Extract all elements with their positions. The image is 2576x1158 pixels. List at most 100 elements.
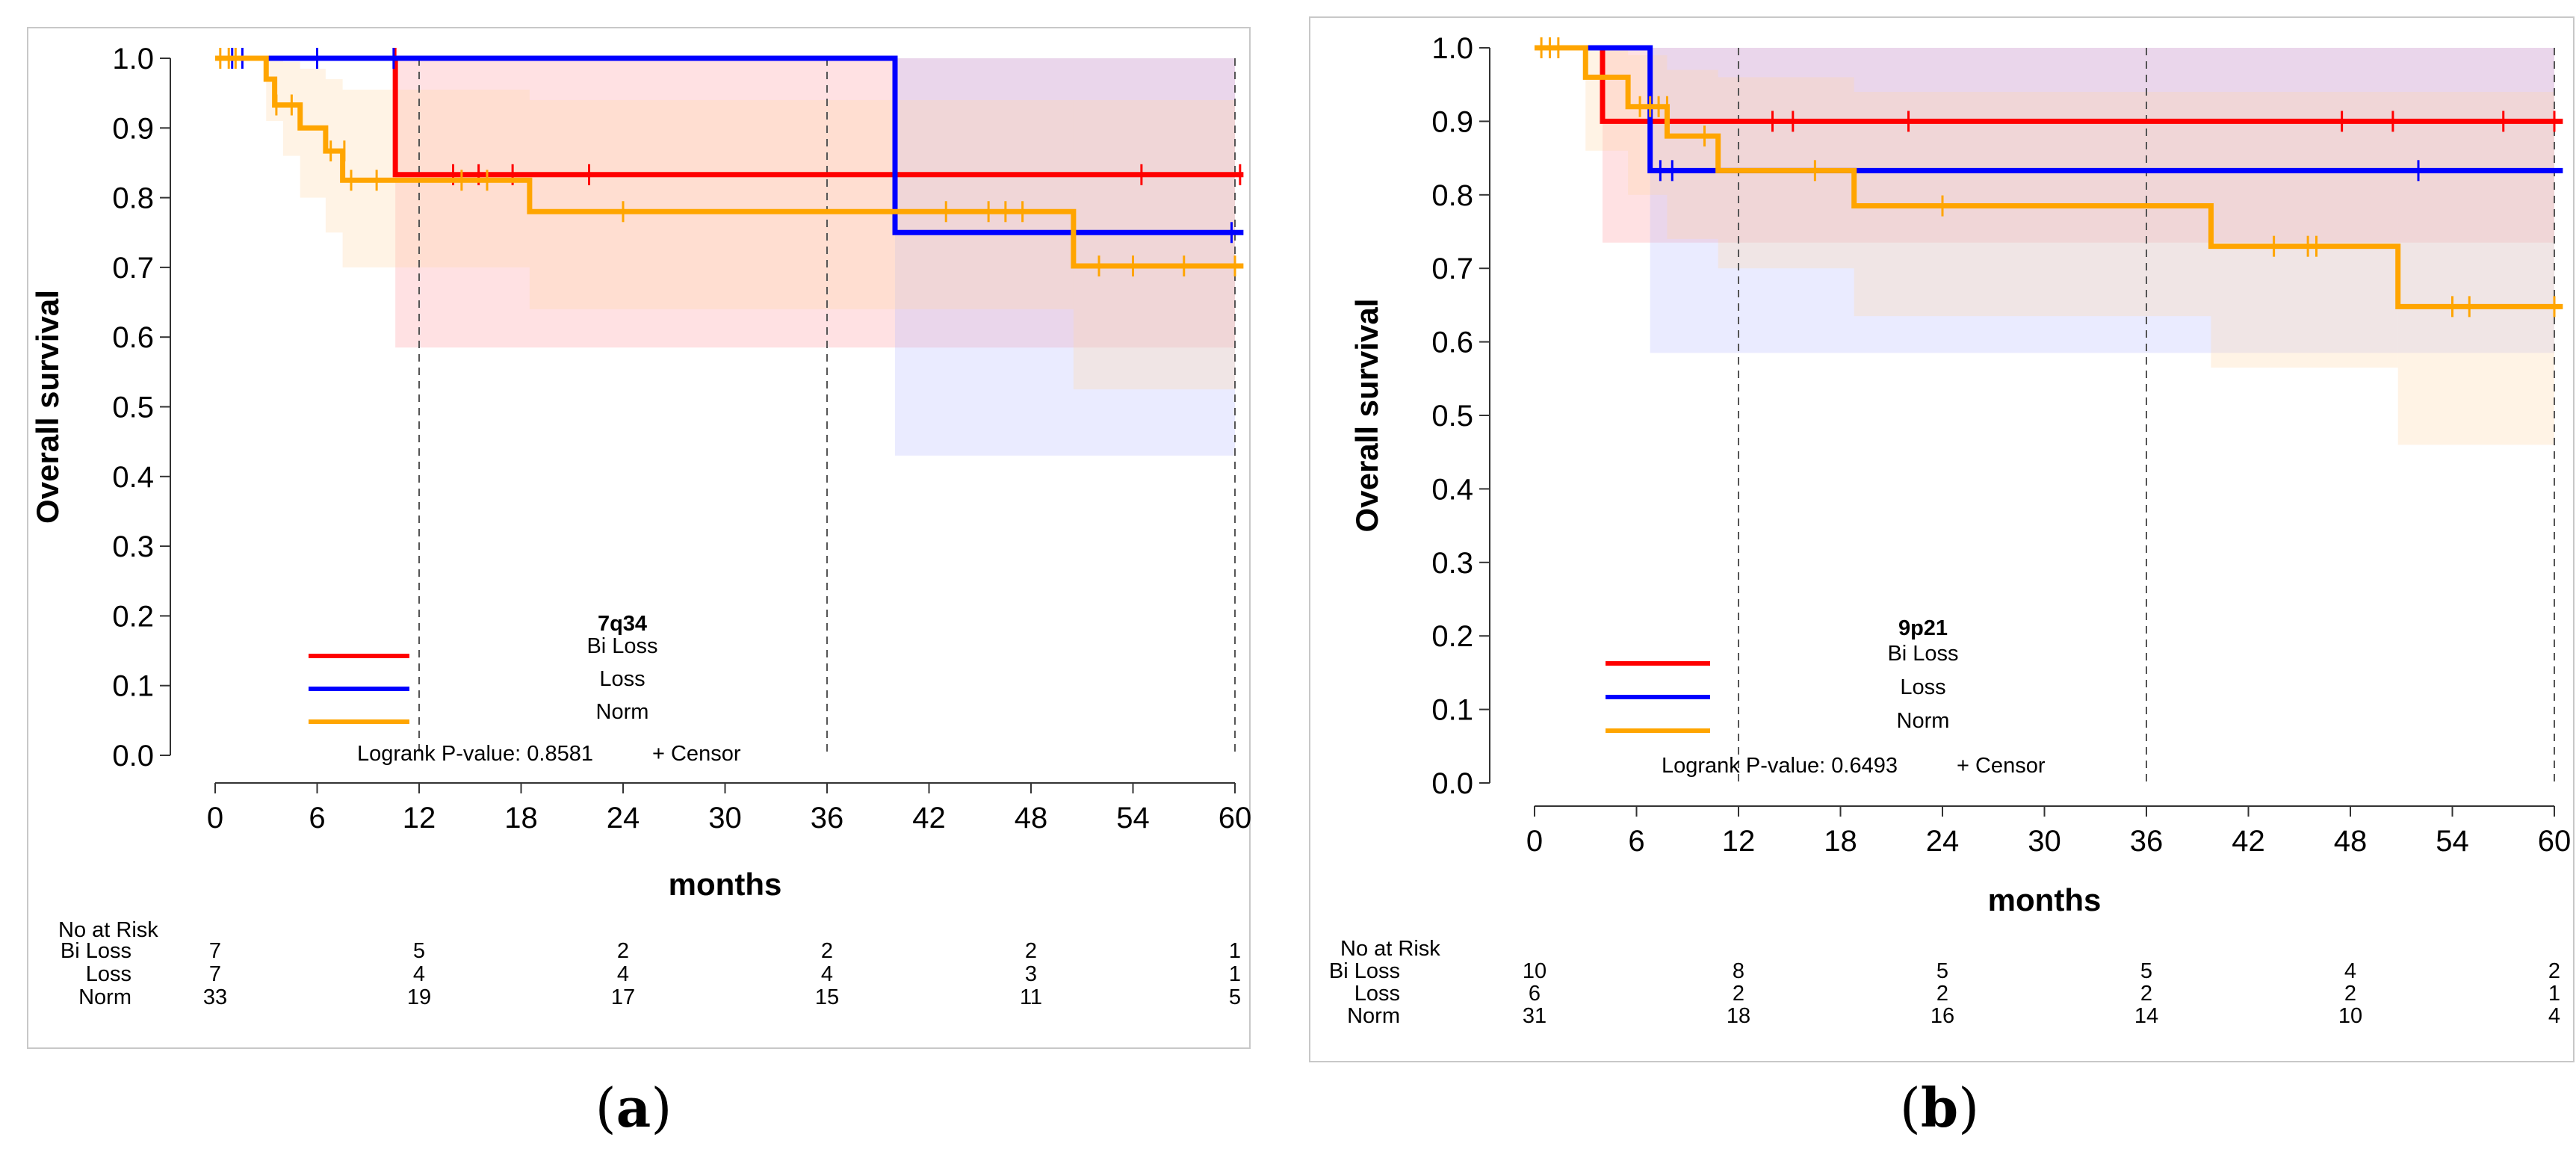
x-tick-label: 30: [2028, 825, 2061, 858]
y-tick-label: 0.3: [112, 530, 154, 563]
risk-count-loss: 7: [209, 962, 221, 986]
risk-row-label-norm: Norm: [1347, 1004, 1400, 1028]
x-tick-label: 60: [2538, 825, 2572, 858]
risk-count-bi-loss: 4: [2344, 959, 2356, 983]
panel-caption-a: (a): [595, 1076, 672, 1139]
risk-row-label-norm: Norm: [78, 985, 131, 1009]
ci-band-bi-loss: [395, 58, 1235, 348]
risk-count-norm: 10: [2338, 1004, 2362, 1028]
y-tick-label: 0.8: [1431, 179, 1473, 212]
x-tick-label: 24: [607, 802, 640, 835]
risk-count-loss: 2: [1733, 982, 1744, 1006]
y-tick-label: 0.2: [112, 600, 154, 633]
y-tick-label: 0.2: [1431, 620, 1473, 653]
risk-count-norm: 33: [203, 985, 227, 1009]
risk-count-norm: 17: [611, 985, 635, 1009]
risk-count-bi-loss: 10: [1523, 959, 1546, 983]
y-tick-label: 0.6: [112, 321, 154, 354]
y-tick-label: 0.1: [1431, 694, 1473, 727]
x-tick-label: 42: [912, 802, 946, 835]
risk-count-loss: 4: [617, 962, 629, 986]
risk-count-loss: 6: [1529, 982, 1541, 1006]
x-tick-label: 6: [309, 802, 325, 835]
km-chart-9p21: 0.00.10.20.30.40.50.60.70.80.91.00 6 12 18 2…: [1329, 32, 2572, 1028]
panel-caption-b: (b): [1899, 1076, 1980, 1139]
x-tick-label: 0: [1526, 825, 1543, 858]
y-tick-label: 0.7: [112, 252, 154, 285]
risk-count-loss: 2: [2140, 982, 2152, 1006]
y-tick-label: 0.9: [1431, 105, 1473, 138]
risk-count-loss: 4: [821, 962, 833, 986]
risk-count-norm: 18: [1727, 1004, 1750, 1028]
ci-band-loss: [1650, 48, 2554, 353]
risk-count-loss: 2: [1936, 982, 1948, 1006]
survival-line-norm: [215, 55, 1244, 269]
km-panel-9p21: 0.0 0.1 0.2 0.3 0.4 0.5 0.6 0.7 0.8 0.9 1.0 0 6 12 18 2…: [1309, 16, 2575, 1062]
ci-band-norm: [1667, 69, 1718, 239]
risk-count-norm: 19: [407, 985, 431, 1009]
risk-count-bi-loss: 5: [413, 939, 425, 963]
survival-line-loss: [215, 55, 1244, 235]
legend-label-bi-loss: Bi Loss: [1887, 642, 1958, 666]
y-axis-label: Overall survival: [30, 290, 65, 524]
x-tick-label: 48: [2334, 825, 2368, 858]
risk-count-loss: 1: [1229, 962, 1241, 986]
legend-label-loss: Loss: [599, 667, 645, 691]
risk-count-bi-loss: 2: [1025, 939, 1037, 963]
x-axis-label: months: [1988, 882, 2102, 917]
ci-band-norm: [2397, 92, 2554, 445]
risk-row-label-loss: Loss: [86, 962, 131, 986]
x-tick-label: 30: [708, 802, 742, 835]
y-tick-label: 0.6: [1431, 326, 1473, 359]
y-tick-label: 0.4: [112, 461, 154, 494]
x-axis-label: months: [669, 867, 782, 902]
legend-label-loss: Loss: [1900, 675, 1945, 699]
y-tick-label: 0.5: [1431, 400, 1473, 433]
risk-row-label-bi-loss: Bi Loss: [1329, 959, 1400, 983]
risk-count-bi-loss: 7: [209, 939, 221, 963]
risk-count-bi-loss: 2: [617, 939, 629, 963]
ci-band-norm: [529, 99, 1074, 309]
x-tick-label: 18: [504, 802, 538, 835]
risk-count-norm: 4: [2548, 1004, 2560, 1028]
y-tick-label: 0.7: [1431, 253, 1473, 285]
x-tick-label: 42: [2232, 825, 2265, 858]
risk-count-loss: 3: [1025, 962, 1037, 986]
y-tick-label: 0.5: [112, 391, 154, 424]
x-tick-label: 6: [1628, 825, 1644, 858]
risk-count-bi-loss: 5: [2140, 959, 2152, 983]
legend-title: 9p21: [1898, 616, 1948, 640]
x-tick-label: 0: [207, 802, 223, 835]
y-axis-label: Overall survival: [1349, 299, 1384, 533]
x-tick-label: 60: [1219, 802, 1252, 835]
x-tick-label: 12: [1722, 825, 1756, 858]
y-tick-label: 1.0: [112, 43, 154, 75]
y-tick-label: 1.0: [1431, 32, 1473, 65]
risk-row-label-bi-loss: Bi Loss: [61, 939, 131, 963]
legend-title: 7q34: [598, 612, 647, 636]
risk-count-bi-loss: 2: [2548, 959, 2560, 983]
legend-label-bi-loss: Bi Loss: [586, 634, 657, 658]
y-tick-label: 0.3: [1431, 547, 1473, 580]
legend-label-norm: Norm: [1897, 709, 1950, 733]
y-tick-label: 0.0: [112, 740, 154, 772]
km-chart-7q34: 0.00.10.20.30.40.50.60.70.80.91.00 6 12 18 2…: [30, 43, 1252, 1009]
logrank-pvalue: Logrank P-value: 0.6493: [1662, 754, 1898, 778]
x-tick-label: 54: [1116, 802, 1150, 835]
y-tick-label: 0.0: [1431, 767, 1473, 800]
y-tick-label: 0.1: [112, 670, 154, 703]
caption-letter: a: [616, 1076, 651, 1139]
survival-line-norm: [1535, 45, 2563, 309]
ci-band-norm: [1585, 48, 1629, 151]
risk-count-bi-loss: 8: [1733, 959, 1744, 983]
x-tick-label: 24: [1926, 825, 1960, 858]
risk-count-bi-loss: 1: [1229, 939, 1241, 963]
y-tick-label: 0.8: [112, 182, 154, 215]
caption-letter: b: [1920, 1076, 1959, 1139]
risk-count-norm: 16: [1931, 1004, 1954, 1028]
km-panel-7q34: 0.0 0.1 0.2 0.3 0.4 0.5 0.6 0.7 0.8 0.9 1.0 0 6 12 18 2…: [27, 27, 1251, 1049]
ci-band-norm: [300, 68, 326, 198]
risk-row-label-loss: Loss: [1354, 982, 1400, 1006]
x-tick-label: 36: [2130, 825, 2164, 858]
x-tick-label: 18: [1824, 825, 1857, 858]
